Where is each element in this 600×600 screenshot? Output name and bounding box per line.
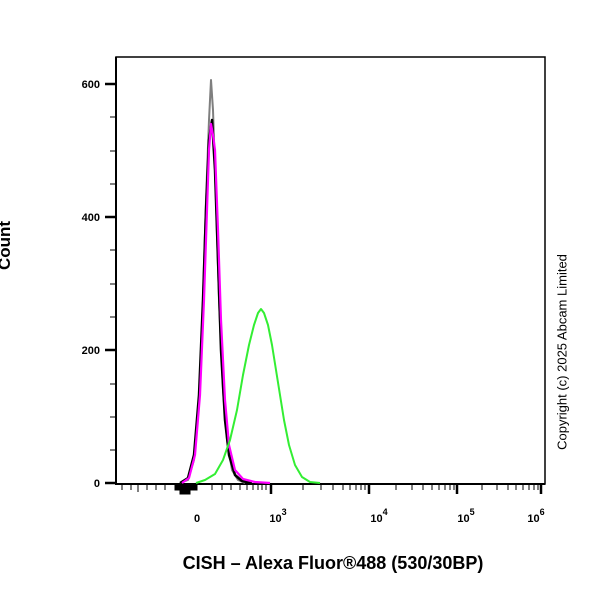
x-tick-1e6: 106 bbox=[527, 507, 544, 525]
x-axis-label: CISH – Alexa Fluor®488 (530/30BP) bbox=[182, 553, 484, 573]
series-magenta-secondary bbox=[181, 122, 271, 485]
y-tick-600: 600 bbox=[82, 79, 100, 91]
y-tick-0: 0 bbox=[94, 478, 100, 490]
plot-frame bbox=[115, 56, 546, 485]
x-tick-1e5: 105 bbox=[457, 507, 474, 525]
x-tick-1e4: 104 bbox=[370, 507, 387, 525]
series-green-cish bbox=[195, 308, 321, 484]
copyright-notice: Copyright (c) 2025 Abcam Limited bbox=[554, 254, 570, 450]
y-tick-labels: 600 400 200 0 bbox=[82, 79, 100, 490]
histogram-curves bbox=[179, 79, 321, 485]
y-axis-ticks bbox=[105, 82, 116, 485]
x-axis-ticks bbox=[121, 483, 543, 495]
x-tick-1e3: 103 bbox=[269, 507, 286, 525]
y-axis-label: Count bbox=[0, 220, 14, 270]
y-tick-400: 400 bbox=[82, 212, 100, 224]
y-tick-200: 200 bbox=[82, 345, 100, 357]
x-tick-0: 0 bbox=[194, 513, 200, 525]
x-tick-labels: 0 103 104 105 106 bbox=[194, 507, 545, 525]
